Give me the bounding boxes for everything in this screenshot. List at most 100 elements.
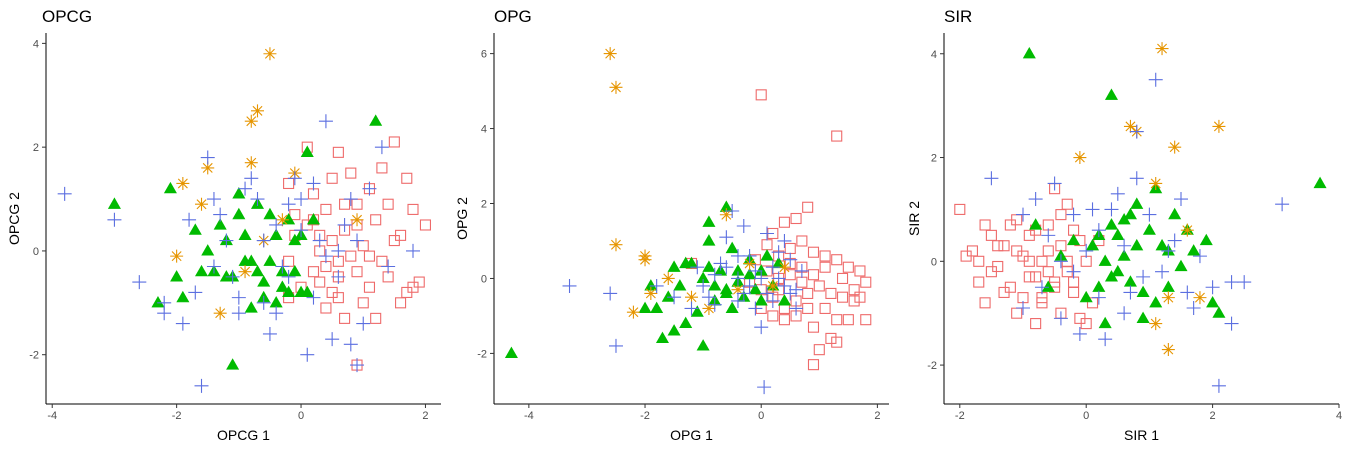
point-star — [244, 114, 258, 128]
x-tick-label: -2 — [172, 410, 182, 422]
point-square — [960, 250, 972, 262]
panel-3: SIR -2 0 2 4 -2 0 2 4 SIR 1 SIR 2 — [906, 7, 1342, 443]
y-axis-label: SIR 2 — [906, 201, 922, 236]
point-cross — [1174, 192, 1188, 207]
x-tick-label: 0 — [298, 410, 304, 422]
point-triangle — [1111, 264, 1125, 277]
y-tick-label: 6 — [481, 49, 487, 61]
point-star — [1212, 119, 1226, 133]
panel-title: SIR — [944, 7, 972, 26]
point-square — [813, 344, 825, 356]
point-triangle — [232, 187, 246, 199]
point-square — [992, 240, 1004, 252]
point-cross — [1066, 264, 1081, 279]
point-triangle — [282, 285, 296, 298]
point-square — [363, 281, 376, 293]
point-square — [1011, 307, 1023, 319]
point-square — [836, 291, 849, 303]
point-star — [743, 256, 757, 270]
point-cross — [188, 285, 203, 300]
y-tick-label: 4 — [931, 49, 937, 61]
point-cross — [1123, 285, 1138, 300]
panel-title: OPCG — [42, 7, 92, 26]
point-square — [376, 162, 388, 174]
point-square — [848, 284, 860, 296]
point-square — [376, 255, 388, 267]
point-triangle — [1098, 316, 1112, 329]
point-square — [813, 280, 825, 292]
point-square — [339, 198, 351, 210]
point-triangle — [1079, 290, 1093, 303]
point-cross — [757, 380, 772, 395]
point-star — [1161, 291, 1175, 305]
point-star — [609, 238, 623, 252]
point-star — [1168, 140, 1182, 154]
point-square — [831, 130, 843, 142]
y-axis-label: OPCG 2 — [6, 192, 22, 245]
point-square — [842, 261, 854, 273]
point-triangle — [1174, 259, 1188, 272]
point-cross — [1142, 207, 1157, 222]
panel-title: OPG — [494, 7, 532, 26]
point-square — [388, 235, 400, 247]
point-square — [755, 89, 767, 101]
point-cross — [794, 263, 809, 278]
point-square — [819, 261, 831, 273]
point-star — [176, 176, 190, 190]
point-star — [350, 213, 364, 227]
point-cross — [748, 301, 763, 316]
point-triangle — [1199, 233, 1213, 246]
point-cross — [318, 249, 333, 264]
point-cross — [337, 217, 352, 232]
point-triangle — [188, 223, 202, 235]
point-cross — [206, 192, 221, 207]
point-triangle — [1136, 311, 1150, 323]
point-triangle — [1161, 280, 1175, 292]
y-tick-label: 4 — [481, 124, 487, 136]
point-star — [731, 283, 745, 297]
point-square — [807, 359, 820, 371]
point-triangle — [226, 358, 240, 370]
point-cross — [719, 230, 734, 245]
point-square — [767, 310, 779, 322]
point-cross — [789, 282, 804, 297]
point-square — [784, 242, 796, 255]
series-cross — [562, 204, 809, 395]
point-triangle — [1092, 280, 1106, 292]
point-square — [819, 302, 831, 314]
point-triangle — [655, 331, 669, 344]
series-square — [954, 183, 1105, 330]
point-cross — [213, 207, 228, 222]
point-square — [326, 286, 338, 298]
point-cross — [281, 197, 296, 212]
point-cross — [748, 263, 763, 278]
point-triangle — [743, 267, 757, 280]
point-triangle — [1104, 218, 1118, 230]
point-cross — [1129, 171, 1144, 186]
point-star — [1180, 223, 1194, 237]
y-tick-label: 2 — [931, 153, 937, 165]
point-cross — [690, 260, 705, 275]
point-square — [1068, 286, 1080, 298]
point-cross — [231, 306, 246, 321]
point-triangle — [1142, 223, 1156, 235]
point-square — [998, 240, 1010, 252]
point-square — [388, 136, 400, 148]
point-star — [603, 47, 617, 61]
point-cross — [707, 297, 722, 312]
point-star — [238, 265, 252, 279]
point-triangle — [232, 207, 246, 220]
series-cross — [57, 114, 421, 393]
x-tick-label: -2 — [955, 410, 965, 422]
point-square — [854, 265, 866, 277]
point-star — [250, 104, 264, 118]
point-triangle — [702, 260, 716, 272]
point-square — [1055, 209, 1067, 221]
x-tick-label: 0 — [1083, 410, 1089, 422]
point-cross — [325, 332, 340, 347]
point-triangle — [163, 181, 177, 194]
point-cross — [306, 290, 321, 305]
point-square — [363, 250, 376, 262]
point-cross — [219, 233, 234, 248]
point-square — [345, 167, 357, 179]
